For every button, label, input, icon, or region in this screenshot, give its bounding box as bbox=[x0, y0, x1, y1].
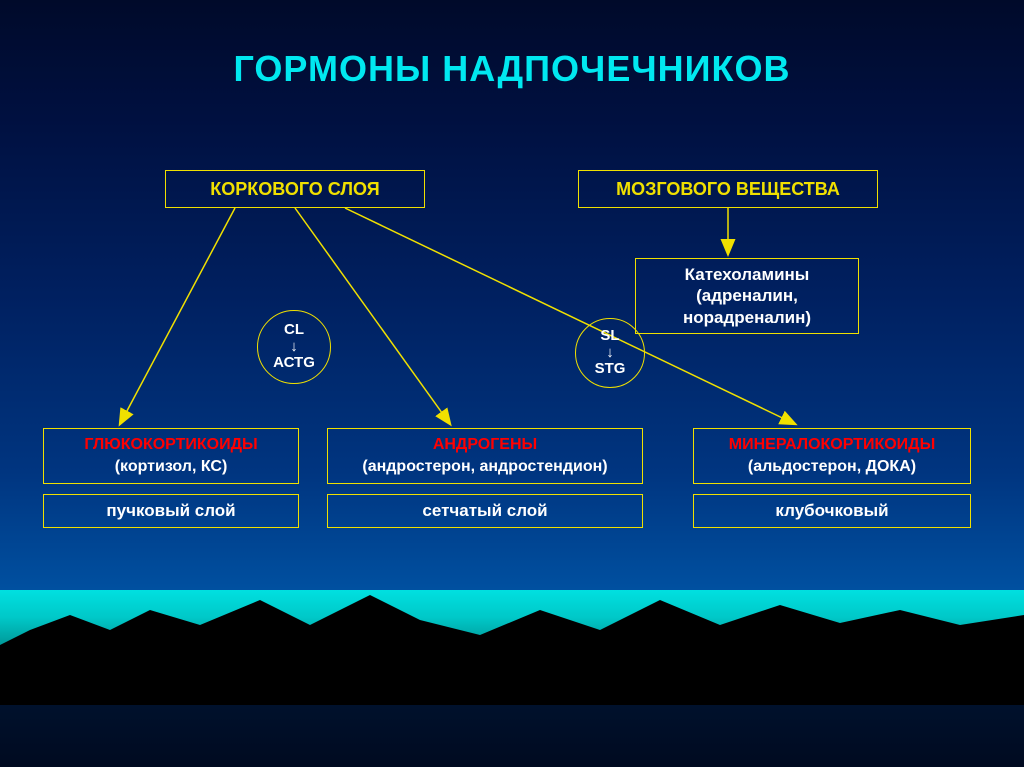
cl-line3: АСТG bbox=[273, 355, 315, 372]
cl-line2: ↓ bbox=[290, 339, 298, 356]
node-cortex: КОРКОВОГО СЛОЯ bbox=[165, 170, 425, 208]
mountains-silhouette bbox=[0, 575, 1024, 705]
gluco-red: ГЛЮКОКОРТИКОИДЫ bbox=[84, 434, 257, 456]
cl-line1: CL bbox=[284, 322, 304, 339]
node-cl-circle: CL ↓ АСТG bbox=[257, 310, 331, 384]
node-layer-fascicular: пучковый слой bbox=[43, 494, 299, 528]
sl-line2: ↓ bbox=[606, 345, 614, 362]
mineral-white: (альдостерон, ДОКА) bbox=[748, 456, 916, 478]
slide: ГОРМОНЫ НАДПОЧЕЧНИКОВ КОРКОВОГО СЛОЯ МОЗ… bbox=[0, 0, 1024, 767]
layer1-label: пучковый слой bbox=[106, 501, 235, 521]
node-medulla: МОЗГОВОГО ВЕЩЕСТВА bbox=[578, 170, 878, 208]
catechol-line1: Катехоламины bbox=[685, 264, 810, 285]
node-mineralocorticoids: МИНЕРАЛОКОРТИКОИДЫ (альдостерон, ДОКА) bbox=[693, 428, 971, 484]
node-catecholamines: Катехоламины (адреналин, норадреналин) bbox=[635, 258, 859, 334]
sl-line1: SL bbox=[600, 328, 619, 345]
node-androgens: АНДРОГЕНЫ (андростерон, андростендион) bbox=[327, 428, 643, 484]
node-medulla-label: МОЗГОВОГО ВЕЩЕСТВА bbox=[616, 179, 840, 200]
slide-title: ГОРМОНЫ НАДПОЧЕЧНИКОВ bbox=[0, 48, 1024, 90]
catechol-line2: (адреналин, bbox=[696, 285, 798, 306]
node-layer-reticular: сетчатый слой bbox=[327, 494, 643, 528]
gluco-white: (кортизол, КС) bbox=[115, 456, 228, 478]
sl-line3: STG bbox=[595, 361, 626, 378]
layer3-label: клубочковый bbox=[775, 501, 888, 521]
layer2-label: сетчатый слой bbox=[422, 501, 547, 521]
andro-red: АНДРОГЕНЫ bbox=[433, 434, 537, 456]
catechol-line3: норадреналин) bbox=[683, 307, 811, 328]
node-layer-glomerular: клубочковый bbox=[693, 494, 971, 528]
mineral-red: МИНЕРАЛОКОРТИКОИДЫ bbox=[729, 434, 935, 456]
node-cortex-label: КОРКОВОГО СЛОЯ bbox=[210, 179, 379, 200]
node-glucocorticoids: ГЛЮКОКОРТИКОИДЫ (кортизол, КС) bbox=[43, 428, 299, 484]
andro-white: (андростерон, андростендион) bbox=[362, 456, 607, 478]
node-sl-circle: SL ↓ STG bbox=[575, 318, 645, 388]
